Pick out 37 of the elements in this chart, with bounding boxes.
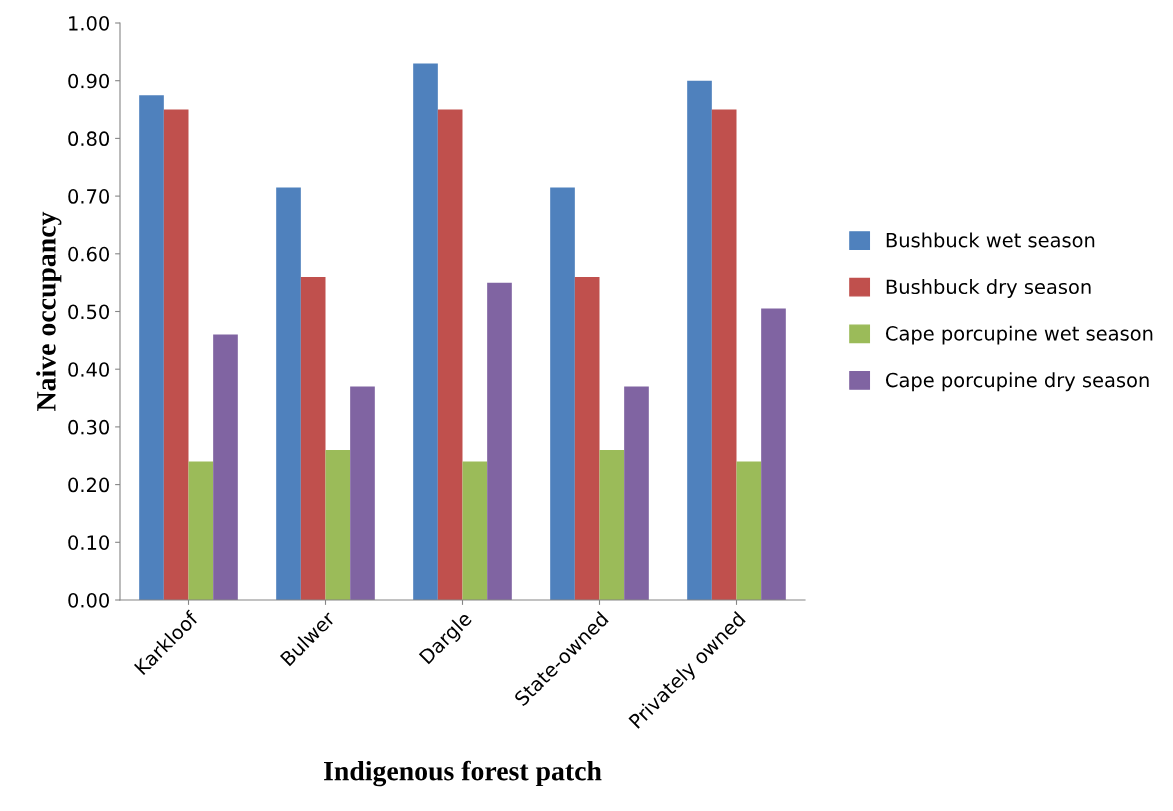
y-tick-label: 0.30 <box>68 419 109 435</box>
legend-label: Cape porcupine dry season <box>885 372 1149 392</box>
legend-label: Bushbuck dry season <box>886 279 1091 298</box>
x-axis-title: Indigenous forest patch <box>324 760 602 787</box>
y-tick-label: 0.80 <box>68 131 109 147</box>
bar <box>487 282 512 600</box>
bar <box>213 334 238 600</box>
bar <box>599 449 625 600</box>
bar <box>139 95 164 600</box>
y-axis-title: Naive occupancy <box>36 211 62 411</box>
bar <box>761 308 786 600</box>
bar <box>188 461 214 600</box>
bar <box>736 461 762 600</box>
bar <box>687 80 712 600</box>
bar <box>624 386 649 600</box>
bar <box>300 276 326 600</box>
y-tick-label: 0.10 <box>68 535 109 550</box>
y-tick-label: 0.00 <box>68 592 109 608</box>
y-tick-label: 0.20 <box>68 477 109 493</box>
y-tick-label: 1.00 <box>69 15 109 31</box>
bar <box>325 449 351 600</box>
bar <box>462 461 488 600</box>
bar <box>350 386 375 600</box>
bar <box>437 109 463 600</box>
bar <box>413 63 438 600</box>
bar <box>163 109 189 600</box>
legend-label: Bushbuck wet season <box>886 232 1095 248</box>
bar <box>276 187 301 600</box>
bar <box>711 109 737 600</box>
y-tick-label: 0.70 <box>68 189 109 204</box>
y-tick-label: 0.90 <box>68 73 109 89</box>
y-tick-label: 0.40 <box>68 362 109 377</box>
y-tick-label: 0.60 <box>68 246 109 262</box>
legend-label: Cape porcupine wet season <box>885 325 1153 345</box>
bar <box>574 276 600 600</box>
y-tick-label: 0.50 <box>68 304 109 320</box>
bar <box>550 187 575 600</box>
